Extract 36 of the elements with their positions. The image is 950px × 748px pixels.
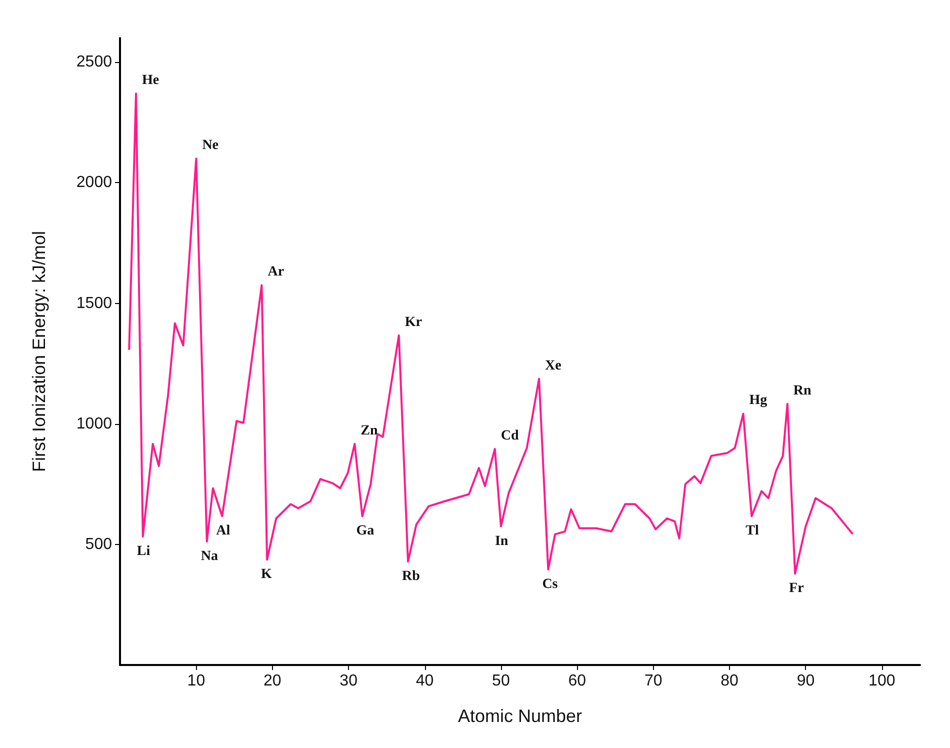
annotation: Rb [402,569,420,584]
annotation: Al [216,524,230,539]
annotation: Ga [356,524,374,539]
annotation: In [494,534,508,549]
y-tick-label: 1000 [76,415,112,432]
x-axis-title: Atomic Number [458,706,582,726]
annotation: Kr [404,314,422,330]
annotation: Zn [360,423,378,438]
annotation: Ar [268,264,284,280]
x-tick-label: 50 [492,672,510,690]
x-tick-label: 100 [868,672,896,690]
y-tick-label: 1500 [76,294,112,312]
x-tick-label: 90 [796,672,815,690]
annotation: Xe [545,358,562,374]
x-tick-label: 70 [644,672,662,690]
y-axis-title: First Ionization Energy: kJ/mol [29,230,49,472]
x-tick-label: 20 [263,672,282,690]
annotation: He [142,72,160,88]
annotation: Fr [789,581,804,596]
x-tick-label: 80 [720,672,739,690]
x-tick-label: 40 [416,672,434,690]
x-tick-label: 60 [568,672,586,690]
annotation: Tl [746,524,759,539]
y-tick-label: 2000 [76,174,112,192]
annotation: K [261,567,272,582]
annotation: Ne [202,138,219,154]
annotation: Na [200,549,218,564]
annotation: Hg [749,393,768,408]
x-tick-label: 30 [340,672,358,690]
x-tick-label: 10 [187,672,206,690]
annotation: Li [136,544,150,559]
annotation: Cd [500,428,519,444]
y-tick-label: 500 [85,536,112,553]
annotation: Rn [793,383,812,398]
y-tick-label: 2500 [76,54,112,71]
annotation: Cs [542,577,558,592]
